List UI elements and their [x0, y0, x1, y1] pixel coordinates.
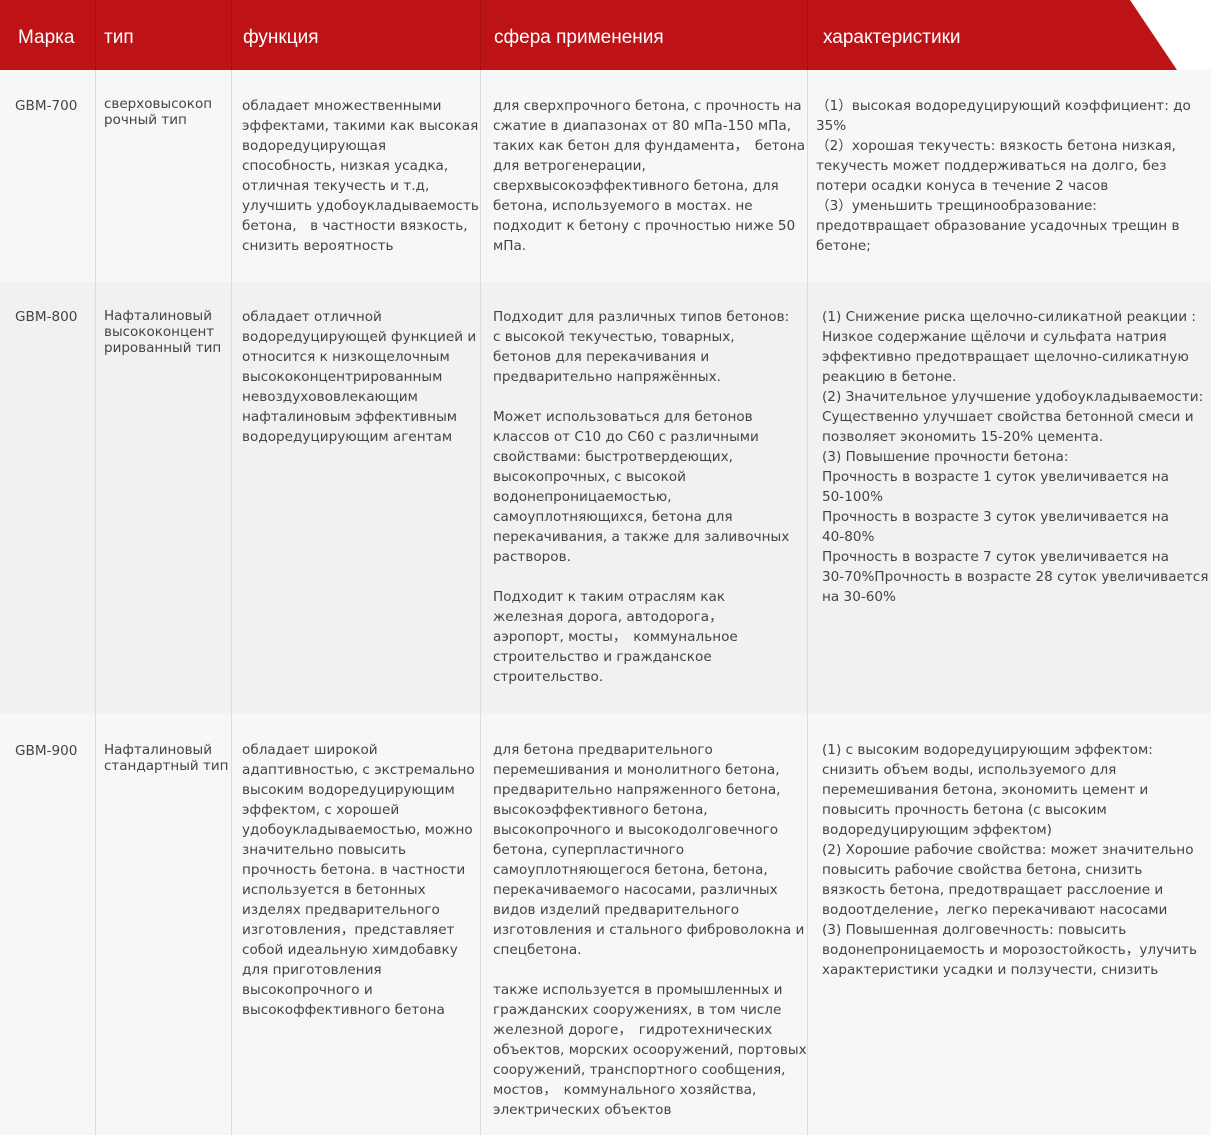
header-characteristics: характеристики [823, 27, 961, 48]
header-mark: Марка [18, 27, 75, 48]
table-row: GBM-800 Нафталиновый высококонцент риров… [0, 282, 1211, 713]
table-row: GBM-900 Нафталиновый стандартный тип обл… [0, 713, 1211, 1135]
cell-mark: GBM-900 [15, 743, 78, 759]
cell-characteristics: (1) с высоким водоредуцирующим эффектом:… [822, 742, 1197, 978]
cell-type: сверховысокоп рочный тип [104, 96, 213, 128]
cell-function: обладает широкой адаптивностью, с экстре… [242, 742, 475, 1018]
header-application: сфера применения [494, 27, 664, 48]
header-divider [807, 0, 808, 70]
table-row: GBM-700 сверховысокоп рочный тип обладае… [0, 70, 1211, 282]
header-function: функция [243, 27, 319, 48]
header-divider [480, 0, 481, 70]
cell-application: для бетона предварительного перемешивани… [493, 742, 807, 1118]
cell-mark: GBM-700 [15, 98, 78, 114]
header-type: тип [104, 27, 134, 48]
cell-mark: GBM-800 [15, 309, 78, 325]
cell-characteristics: (1) Снижение риска щелочно-силикатной ре… [822, 309, 1209, 605]
cell-characteristics: （1）высокая водоредуцирующий коэффициент:… [816, 98, 1191, 254]
table-header: Марка тип функция сфера применения харак… [0, 0, 1177, 70]
cell-type: Нафталиновый стандартный тип [104, 742, 229, 774]
cell-function: обладает множественными эффектами, таким… [242, 98, 479, 254]
cell-application: Подходит для различных типов бетонов: с … [493, 309, 790, 685]
cell-application: для сверхпрочного бетона, с прочность на… [493, 98, 806, 254]
header-divider [95, 0, 96, 70]
header-divider [231, 0, 232, 70]
cell-function: обладает отличной водоредуцирующей функц… [242, 309, 477, 445]
cell-type: Нафталиновый высококонцент рированный ти… [104, 308, 222, 356]
